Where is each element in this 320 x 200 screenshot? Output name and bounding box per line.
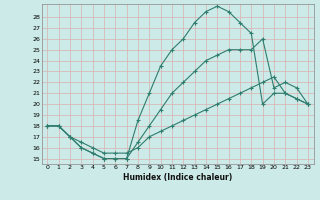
- X-axis label: Humidex (Indice chaleur): Humidex (Indice chaleur): [123, 173, 232, 182]
